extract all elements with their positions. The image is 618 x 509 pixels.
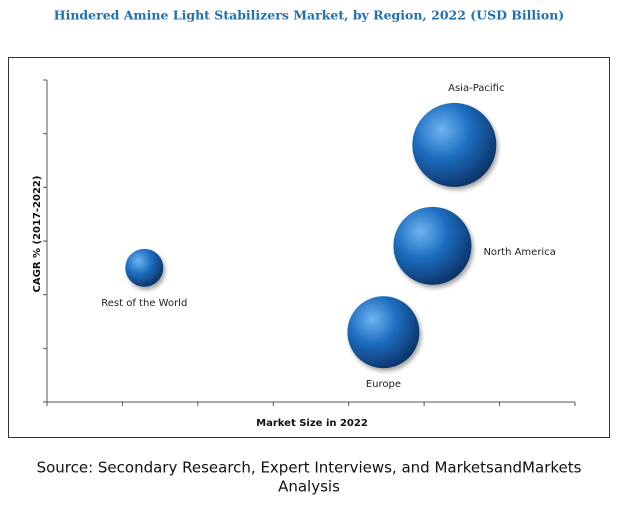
point-label: Rest of the World xyxy=(101,298,187,309)
y-axis-title: CAGR % (2017-2022) xyxy=(32,176,43,293)
bubble xyxy=(125,248,164,287)
point-label: North America xyxy=(483,247,555,258)
source-note: Source: Secondary Research, Expert Inter… xyxy=(37,459,582,477)
bubble xyxy=(347,296,420,369)
chart-title: Hindered Amine Light Stabilizers Market,… xyxy=(54,8,564,23)
bubble xyxy=(393,206,472,285)
plot-frame xyxy=(8,57,610,438)
x-axis-title: Market Size in 2022 xyxy=(256,418,368,429)
point-label: Asia-Pacific xyxy=(448,83,504,94)
bubble xyxy=(412,102,497,187)
source-note: Analysis xyxy=(278,478,340,496)
point-label: Europe xyxy=(366,379,401,390)
